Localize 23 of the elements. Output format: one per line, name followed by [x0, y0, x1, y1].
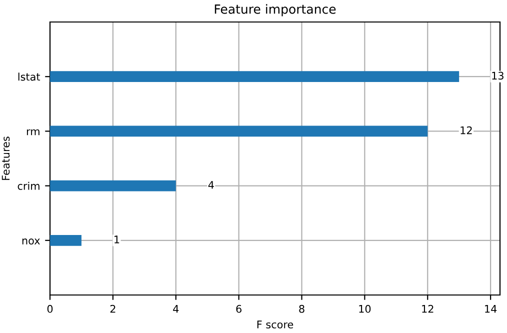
data-label: 1: [114, 236, 120, 244]
data-label: 4: [208, 181, 214, 189]
y-tick-label: lstat: [18, 72, 40, 81]
chart-title: Feature importance: [214, 4, 336, 16]
x-tick-label: 12: [422, 304, 434, 313]
bar: [50, 234, 82, 246]
y-tick-label: nox: [22, 238, 40, 245]
x-tick-label: 0: [47, 304, 53, 313]
y-tick-label: crim: [18, 182, 40, 190]
x-tick-label: 6: [236, 304, 242, 313]
y-tick-label: rm: [26, 129, 40, 136]
data-label: 13: [492, 72, 504, 80]
x-tick-label: 8: [299, 304, 304, 313]
bar: [50, 71, 460, 82]
x-tick-label: 4: [173, 305, 179, 313]
x-tick-label: 14: [485, 305, 497, 313]
y-axis-title: Features: [2, 136, 10, 180]
x-tick-label: 2: [110, 304, 116, 313]
bar: [50, 180, 176, 192]
data-label: 12: [460, 126, 472, 134]
x-tick-label: 10: [359, 304, 371, 313]
bar: [50, 126, 428, 137]
x-axis-title: F score: [257, 320, 294, 328]
